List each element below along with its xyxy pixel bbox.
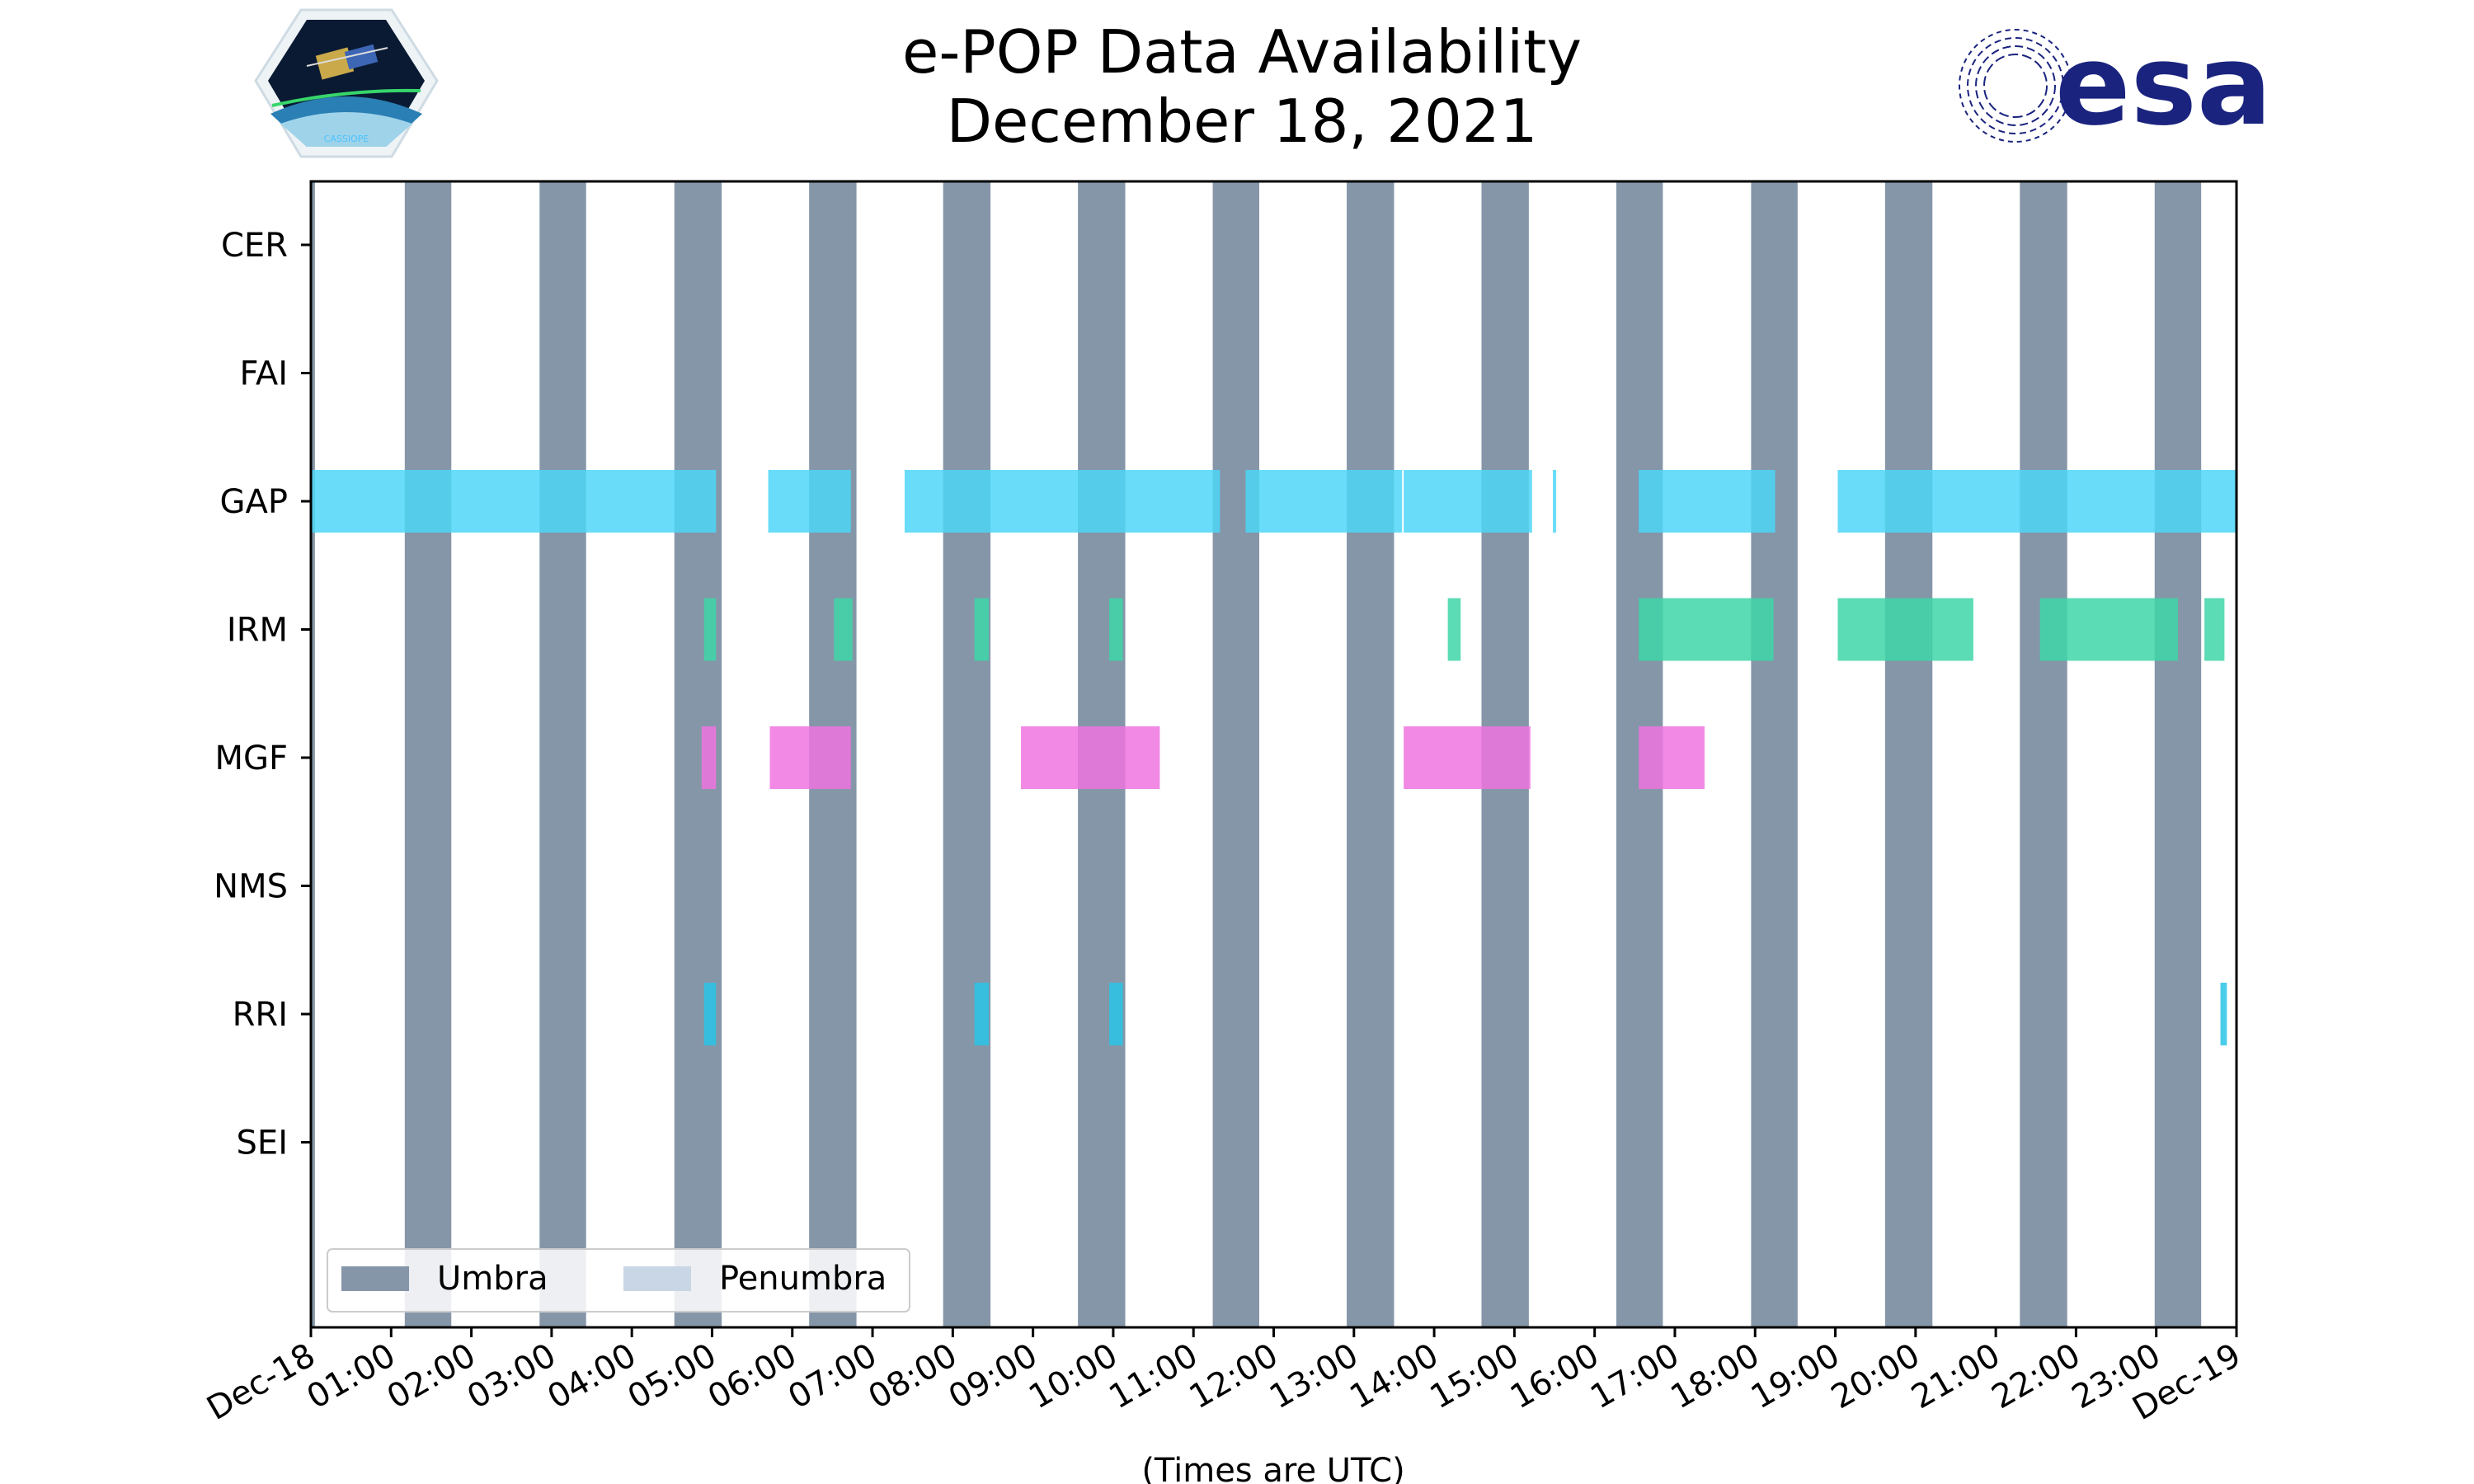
irm-data-bar bbox=[1109, 598, 1123, 661]
gap-data-bar bbox=[1553, 470, 1556, 533]
legend-umbra-label: Umbra bbox=[437, 1260, 548, 1298]
gap-data-bar bbox=[311, 470, 717, 533]
legend-box bbox=[327, 1248, 910, 1313]
x-tick-label: 18:00 bbox=[1664, 1336, 1766, 1416]
x-tick-label: 16:00 bbox=[1504, 1336, 1606, 1416]
y-tick-label: IRM bbox=[227, 612, 288, 650]
x-tick-label: 05:00 bbox=[622, 1336, 723, 1416]
umbra-band bbox=[1212, 181, 1259, 1327]
x-tick-label: 14:00 bbox=[1343, 1336, 1445, 1416]
gap-data-bar bbox=[1639, 470, 1776, 533]
x-tick-label: 12:00 bbox=[1183, 1336, 1285, 1416]
umbra-bands bbox=[311, 181, 2202, 1327]
umbra-band bbox=[311, 181, 315, 1327]
gap-data-bar bbox=[904, 470, 1221, 533]
rri-data-bar bbox=[2220, 983, 2227, 1045]
irm-data-bar bbox=[834, 598, 853, 661]
x-tick-label: 15:00 bbox=[1424, 1336, 1526, 1416]
x-tick-label: 09:00 bbox=[943, 1336, 1044, 1416]
y-tick-label: NMS bbox=[214, 868, 288, 906]
y-axis: CER FAI GAP IRM MGF NMS RRI SEI bbox=[214, 227, 311, 1162]
x-tick-label: 03:00 bbox=[461, 1336, 562, 1416]
esa-logo: esa bbox=[1959, 21, 2272, 150]
umbra-band bbox=[539, 181, 586, 1327]
cassiope-logo-text: CASSIOPE bbox=[324, 134, 369, 144]
irm-data-bar bbox=[1837, 598, 1973, 661]
y-tick-label: FAI bbox=[240, 355, 289, 393]
umbra-band bbox=[1347, 181, 1395, 1327]
mgf-data-bar bbox=[1404, 726, 1531, 789]
y-tick-label: SEI bbox=[237, 1125, 288, 1162]
x-tick-label: 10:00 bbox=[1023, 1336, 1124, 1416]
x-tick-label: 13:00 bbox=[1263, 1336, 1365, 1416]
mgf-data-bar bbox=[1021, 726, 1160, 789]
rri-data-bar bbox=[974, 983, 990, 1045]
chart-title: e-POP Data Availability bbox=[902, 17, 1582, 87]
gap-data-bar bbox=[768, 470, 851, 533]
umbra-band bbox=[2020, 181, 2067, 1327]
legend: Umbra Penumbra bbox=[327, 1248, 910, 1313]
plot-frame bbox=[309, 180, 2238, 1329]
mgf-data-bar bbox=[1639, 726, 1705, 789]
umbra-band bbox=[2154, 181, 2202, 1327]
x-tick-label: 19:00 bbox=[1745, 1336, 1846, 1416]
x-axis: Dec-1801:0002:0003:0004:0005:0006:0007:0… bbox=[200, 1327, 2247, 1428]
umbra-band bbox=[943, 181, 991, 1327]
x-tick-label: 17:00 bbox=[1584, 1336, 1686, 1416]
rri-data-bar bbox=[1109, 983, 1123, 1045]
gap-data-bar bbox=[1404, 470, 1532, 533]
x-tick-label: 07:00 bbox=[782, 1336, 883, 1416]
y-tick-label: CER bbox=[221, 227, 288, 265]
umbra-band bbox=[1751, 181, 1798, 1327]
rri-data-bar bbox=[703, 983, 717, 1045]
irm-data-bar bbox=[1447, 598, 1461, 661]
y-tick-label: GAP bbox=[220, 483, 288, 521]
x-tick-label: 02:00 bbox=[381, 1336, 482, 1416]
x-tick-label: 06:00 bbox=[702, 1336, 803, 1416]
gap-data-bar bbox=[1245, 470, 1403, 533]
legend-penumbra-swatch bbox=[623, 1266, 691, 1291]
y-tick-label: RRI bbox=[233, 996, 288, 1034]
y-tick-label: MGF bbox=[214, 740, 288, 777]
x-tick-label: 08:00 bbox=[862, 1336, 963, 1416]
x-tick-label: 21:00 bbox=[1905, 1336, 2006, 1416]
mgf-data-bar bbox=[769, 726, 851, 789]
x-tick-label: 22:00 bbox=[1986, 1336, 2087, 1416]
umbra-band bbox=[1884, 181, 1933, 1327]
mgf-data-bar bbox=[701, 726, 717, 789]
x-tick-label: 20:00 bbox=[1825, 1336, 1926, 1416]
irm-data-bar bbox=[2039, 598, 2178, 661]
esa-logo-text: esa bbox=[2055, 21, 2272, 150]
satellite-icon bbox=[306, 44, 388, 80]
irm-data-bar bbox=[703, 598, 717, 661]
legend-penumbra-label: Penumbra bbox=[719, 1260, 887, 1298]
x-tick-label: 04:00 bbox=[541, 1336, 642, 1416]
legend-umbra-swatch bbox=[341, 1266, 409, 1291]
irm-data-bar bbox=[2204, 598, 2225, 661]
x-tick-label: 11:00 bbox=[1103, 1336, 1204, 1416]
gap-data-bar bbox=[1837, 470, 2133, 533]
chart-subtitle: December 18, 2021 bbox=[947, 87, 1538, 156]
esa-swirl-icon bbox=[1959, 29, 2072, 143]
data-series bbox=[311, 470, 2236, 1045]
irm-data-bar bbox=[1639, 598, 1774, 661]
cassiope-logo: CASSIOPE bbox=[254, 8, 439, 158]
umbra-band bbox=[404, 181, 452, 1327]
irm-data-bar bbox=[974, 598, 990, 661]
x-axis-label: (Times are UTC) bbox=[1141, 1452, 1404, 1484]
x-tick-label: 01:00 bbox=[300, 1336, 402, 1416]
gap-data-bar bbox=[2132, 470, 2236, 533]
